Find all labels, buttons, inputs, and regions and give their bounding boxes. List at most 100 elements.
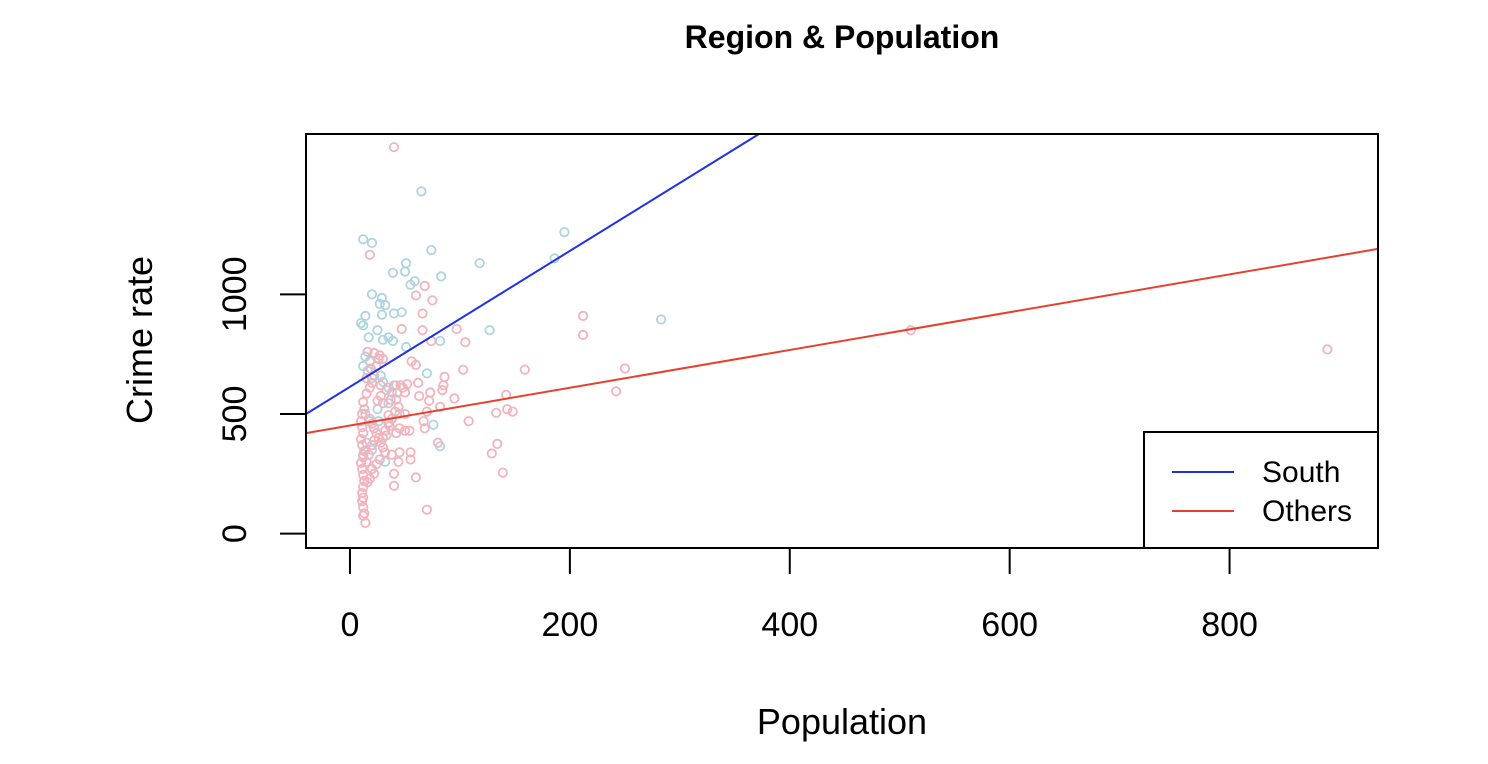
data-point-south bbox=[428, 419, 439, 430]
data-point-others bbox=[393, 456, 404, 467]
data-point-south bbox=[375, 370, 386, 381]
data-point-others bbox=[519, 364, 530, 375]
legend-box bbox=[1143, 431, 1379, 549]
data-point-others bbox=[356, 408, 368, 420]
data-point-others bbox=[404, 425, 415, 436]
data-point-south bbox=[358, 320, 369, 331]
data-point-south bbox=[355, 317, 367, 329]
data-point-others bbox=[405, 447, 416, 458]
data-point-others bbox=[394, 447, 405, 458]
data-point-others bbox=[491, 407, 502, 418]
legend-label-others: Others bbox=[1262, 495, 1352, 528]
data-point-south bbox=[484, 325, 495, 336]
data-point-others bbox=[364, 249, 375, 260]
data-point-south bbox=[421, 368, 432, 379]
y-tick-label: 1000 bbox=[216, 257, 254, 333]
data-point-others bbox=[458, 364, 469, 375]
data-point-others bbox=[388, 468, 400, 479]
data-point-others bbox=[358, 427, 369, 439]
trend-line-south bbox=[305, 133, 760, 415]
data-point-south bbox=[426, 245, 437, 256]
data-point-others bbox=[389, 406, 401, 417]
data-point-others bbox=[375, 437, 386, 448]
data-point-south bbox=[387, 335, 398, 347]
data-point-south bbox=[366, 237, 378, 248]
data-point-others bbox=[396, 323, 407, 335]
data-point-others bbox=[421, 504, 432, 515]
data-point-south bbox=[436, 271, 447, 282]
data-point-others bbox=[359, 404, 370, 415]
data-point-others bbox=[399, 408, 411, 420]
data-point-south bbox=[374, 298, 385, 309]
y-axis-label: Crime rate bbox=[119, 256, 160, 424]
data-point-others bbox=[380, 447, 391, 458]
data-point-others bbox=[425, 387, 436, 398]
x-tick-label: 400 bbox=[761, 606, 818, 644]
data-point-south bbox=[363, 332, 374, 343]
legend: South Others bbox=[1143, 431, 1379, 549]
data-point-others bbox=[391, 394, 402, 405]
x-axis: 0 200 400 600 800 bbox=[341, 547, 1258, 644]
x-tick-label: 800 bbox=[1201, 606, 1258, 644]
x-tick-label: 0 bbox=[341, 606, 360, 644]
data-point-others bbox=[405, 454, 416, 465]
data-point-others bbox=[412, 377, 424, 388]
data-point-south bbox=[380, 299, 391, 311]
data-point-others bbox=[384, 420, 395, 432]
data-point-others bbox=[355, 433, 367, 445]
data-point-others bbox=[418, 416, 429, 427]
data-point-south bbox=[376, 309, 387, 320]
data-point-others bbox=[437, 384, 448, 396]
y-tick-label: 500 bbox=[216, 386, 254, 443]
data-point-others bbox=[388, 142, 400, 153]
data-point-others bbox=[449, 393, 460, 404]
x-axis-label: Population bbox=[757, 701, 927, 742]
data-point-others bbox=[356, 463, 368, 475]
chart-title: Region & Population bbox=[685, 19, 1000, 55]
data-point-others bbox=[410, 472, 421, 483]
data-point-south bbox=[360, 310, 371, 321]
data-point-others bbox=[361, 456, 372, 467]
data-point-south bbox=[358, 234, 369, 245]
data-point-others bbox=[381, 430, 392, 441]
data-point-others bbox=[369, 347, 380, 359]
data-point-others bbox=[419, 423, 430, 434]
data-point-others bbox=[381, 384, 392, 396]
data-point-south bbox=[364, 356, 375, 367]
data-point-others bbox=[399, 387, 411, 398]
data-point-others bbox=[423, 395, 435, 406]
data-point-others bbox=[391, 427, 402, 439]
data-point-others bbox=[377, 353, 389, 364]
data-point-others bbox=[399, 425, 411, 436]
data-point-others bbox=[497, 467, 508, 478]
data-point-south bbox=[380, 456, 391, 467]
data-point-others bbox=[358, 396, 369, 408]
data-point-others bbox=[360, 517, 371, 529]
data-point-others bbox=[577, 329, 589, 341]
x-tick-label: 600 bbox=[981, 606, 1038, 644]
data-point-others bbox=[355, 457, 367, 469]
legend-label-south: South bbox=[1262, 456, 1340, 489]
y-tick-label: 0 bbox=[216, 524, 254, 543]
data-point-others bbox=[377, 442, 389, 453]
data-point-others bbox=[410, 290, 421, 301]
data-point-south bbox=[474, 258, 485, 269]
data-point-others bbox=[406, 356, 417, 367]
data-point-others bbox=[417, 325, 428, 336]
data-point-south bbox=[366, 289, 378, 300]
data-point-others bbox=[432, 437, 443, 448]
data-point-others bbox=[451, 323, 462, 335]
data-point-others bbox=[419, 280, 430, 292]
data-point-south bbox=[387, 267, 398, 278]
data-point-others bbox=[414, 390, 425, 402]
data-point-south bbox=[655, 314, 667, 325]
trend-line-others bbox=[305, 247, 1379, 435]
data-point-others bbox=[427, 295, 438, 306]
data-point-others bbox=[486, 448, 497, 459]
data-point-others bbox=[366, 463, 378, 475]
data-point-others bbox=[356, 496, 368, 507]
data-point-others bbox=[366, 418, 378, 429]
y-axis: 0 500 1000 bbox=[216, 257, 307, 543]
data-point-others bbox=[417, 308, 428, 319]
